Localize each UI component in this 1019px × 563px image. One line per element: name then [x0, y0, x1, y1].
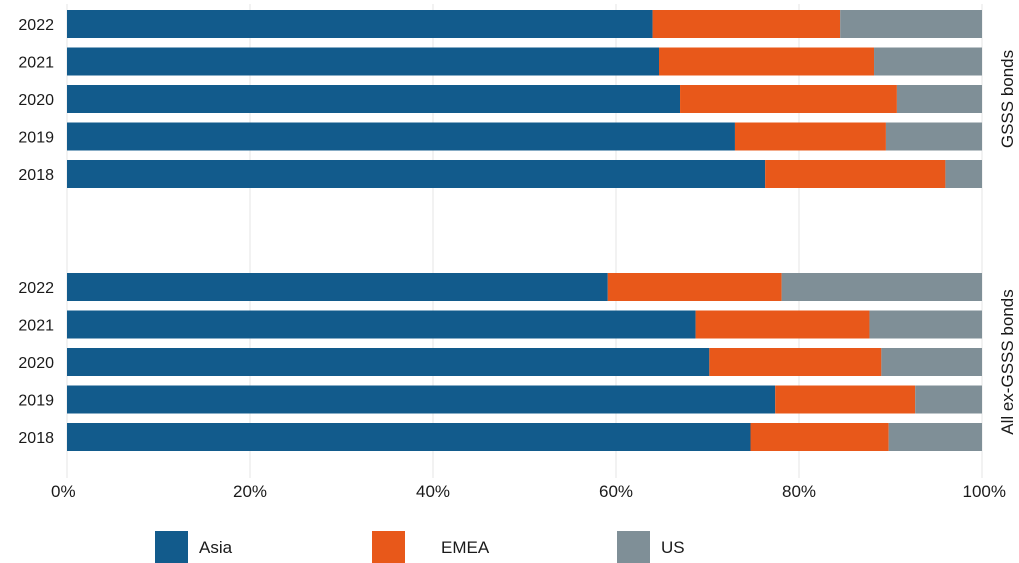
bar-emea-2021	[659, 47, 875, 76]
bar-asia-2022	[67, 10, 653, 38]
x-tick-label: 40%	[416, 482, 450, 501]
category-label-2020: 2020	[18, 355, 54, 372]
group-labels: GSSS bonds All ex-GSSS bonds	[998, 50, 1017, 435]
x-axis-tick-labels: 0% 20% 40% 60% 80% 100%	[51, 482, 1006, 501]
bar-emea-2020	[680, 85, 897, 113]
bar-emea-2019	[775, 385, 916, 414]
category-label-2022: 2022	[18, 17, 54, 34]
legend-swatch-emea	[372, 531, 405, 563]
bar-asia-2022	[67, 273, 608, 301]
bar-emea-2022	[652, 10, 841, 38]
category-label-2022: 2022	[18, 280, 54, 297]
category-label-2018: 2018	[18, 167, 54, 184]
bar-us-2022	[840, 10, 982, 38]
category-label-2019: 2019	[18, 130, 54, 147]
bar-asia-2020	[67, 85, 681, 113]
legend-swatch-asia	[155, 531, 188, 563]
x-tick-label: 0%	[51, 482, 76, 501]
bar-us-2018	[945, 160, 982, 188]
category-label-2021: 2021	[18, 318, 54, 335]
bar-asia-2019	[67, 385, 776, 414]
bar-asia-2021	[67, 310, 696, 339]
x-tick-label: 20%	[233, 482, 267, 501]
bar-emea-2020	[709, 348, 882, 376]
legend-swatch-us	[617, 531, 650, 563]
bar-asia-2019	[67, 122, 735, 151]
bar-us-2020	[881, 348, 982, 376]
bar-asia-2018	[67, 423, 751, 451]
legend-label-asia: Asia	[199, 538, 233, 557]
bar-asia-2018	[67, 160, 766, 188]
legend-label-emea: EMEA	[441, 538, 490, 557]
group-label: All ex-GSSS bonds	[998, 289, 1017, 435]
group-label: GSSS bonds	[998, 50, 1017, 148]
bar-us-2022	[781, 273, 982, 301]
bar-us-2020	[896, 85, 982, 113]
x-tick-label: 100%	[963, 482, 1006, 501]
bar-asia-2021	[67, 47, 660, 76]
legend: Asia EMEA US	[155, 531, 685, 563]
bar-emea-2018	[765, 160, 946, 188]
bar-emea-2018	[750, 423, 889, 451]
bars-layer	[67, 10, 982, 451]
bar-asia-2020	[67, 348, 710, 376]
bar-us-2021	[869, 310, 982, 339]
bar-emea-2019	[734, 122, 886, 151]
bar-emea-2021	[695, 310, 870, 339]
category-label-2021: 2021	[18, 55, 54, 72]
category-labels: 2022 2021 2020 2019 2018 2022 2021 2020 2019 2018	[18, 17, 54, 447]
x-tick-label: 60%	[599, 482, 633, 501]
bar-us-2019	[915, 385, 982, 414]
bar-us-2018	[888, 423, 982, 451]
bar-us-2021	[874, 47, 982, 76]
bar-us-2019	[885, 122, 982, 151]
legend-label-us: US	[661, 538, 685, 557]
category-label-2019: 2019	[18, 393, 54, 410]
x-tick-label: 80%	[782, 482, 816, 501]
category-label-2018: 2018	[18, 430, 54, 447]
bar-emea-2022	[607, 273, 782, 301]
category-label-2020: 2020	[18, 92, 54, 109]
